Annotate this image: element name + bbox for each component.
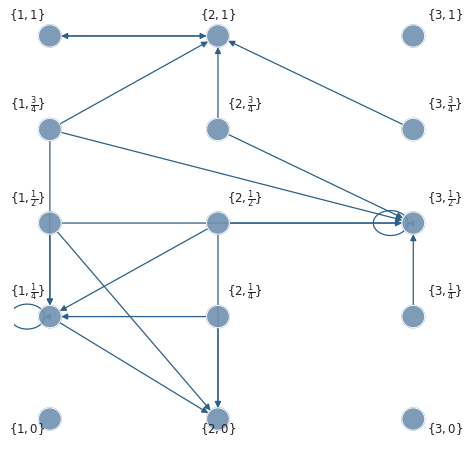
Text: $\{2, 1\}$: $\{2, 1\}$: [200, 7, 236, 23]
Circle shape: [207, 212, 229, 234]
Circle shape: [402, 408, 425, 430]
Circle shape: [38, 118, 61, 140]
Circle shape: [38, 212, 61, 234]
Text: $\{3, \frac{1}{2}\}$: $\{3, \frac{1}{2}\}$: [427, 188, 463, 210]
Circle shape: [207, 408, 229, 430]
Text: $\{2, \frac{3}{4}\}$: $\{2, \frac{3}{4}\}$: [227, 94, 263, 116]
Circle shape: [38, 408, 61, 430]
Text: $\{2, \frac{1}{2}\}$: $\{2, \frac{1}{2}\}$: [227, 188, 263, 210]
Text: $\{3, \frac{3}{4}\}$: $\{3, \frac{3}{4}\}$: [427, 94, 463, 116]
Circle shape: [38, 25, 61, 47]
Text: $\{1, 0\}$: $\{1, 0\}$: [9, 421, 46, 437]
Text: $\{3, \frac{1}{4}\}$: $\{3, \frac{1}{4}\}$: [427, 281, 463, 303]
Text: $\{1, \frac{1}{2}\}$: $\{1, \frac{1}{2}\}$: [9, 188, 46, 210]
Text: $\{3, 0\}$: $\{3, 0\}$: [427, 421, 464, 437]
Circle shape: [402, 118, 425, 140]
Text: $\{3, 1\}$: $\{3, 1\}$: [427, 7, 464, 23]
Circle shape: [38, 305, 61, 328]
Circle shape: [402, 305, 425, 328]
Circle shape: [207, 118, 229, 140]
Text: $\{2, 0\}$: $\{2, 0\}$: [200, 421, 236, 437]
Text: $\{1, 1\}$: $\{1, 1\}$: [9, 7, 46, 23]
Text: $\{1, \frac{1}{4}\}$: $\{1, \frac{1}{4}\}$: [9, 281, 46, 303]
Text: $\{2, \frac{1}{4}\}$: $\{2, \frac{1}{4}\}$: [227, 281, 263, 303]
Circle shape: [402, 25, 425, 47]
Circle shape: [207, 305, 229, 328]
Circle shape: [207, 25, 229, 47]
Text: $\{1, \frac{3}{4}\}$: $\{1, \frac{3}{4}\}$: [9, 94, 46, 116]
Circle shape: [402, 212, 425, 234]
